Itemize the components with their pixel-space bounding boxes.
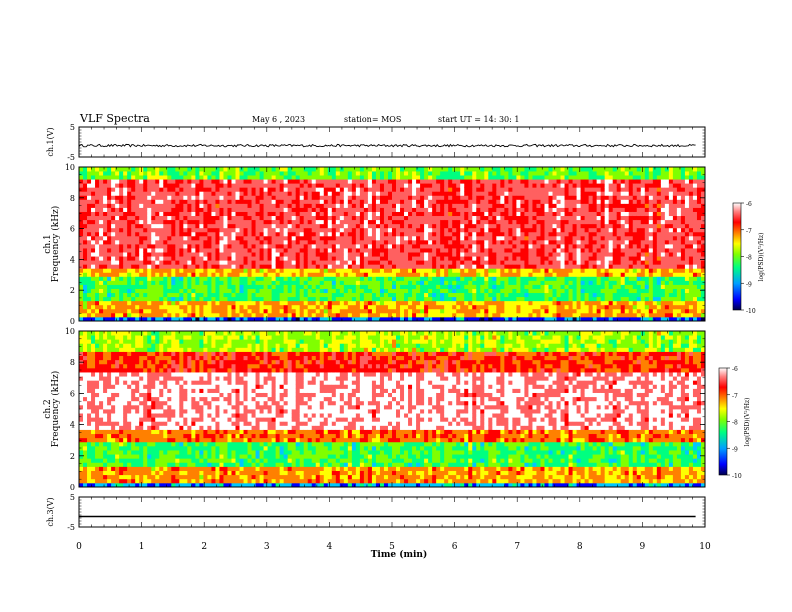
y-tick-label: 6 [70, 389, 75, 398]
colorbar-tick-label: -6 [732, 366, 738, 373]
ch2-colorbar: -6 -7 -8 -9 -10 log(PSD)(V²/Hz) [718, 366, 751, 480]
x-tick-label: 2 [201, 542, 207, 552]
ch3-waveform-panel: 5 -5 ch.3(V) [46, 493, 706, 532]
colorbar-tick-label: -6 [746, 201, 752, 208]
frequency-axis-label: Frequency (kHz) [50, 206, 61, 283]
y-tick-label: 10 [65, 327, 75, 336]
y-tick-label: 5 [70, 123, 75, 132]
ch1-colorbar: -6 -7 -8 -9 -10 log(PSD)(V²/Hz) [732, 201, 765, 315]
x-tick-label: 8 [577, 542, 583, 552]
recording-date: May 6 , 2023 [252, 115, 306, 124]
colorbar-tick-label: -9 [732, 446, 738, 453]
x-axis-label: Time (min) [371, 549, 428, 560]
colorbar-tick-label: -8 [746, 255, 752, 262]
time-axis: 0 1 2 3 4 5 6 7 8 9 10 Time (min) [76, 542, 711, 560]
x-tick-label: 6 [452, 542, 458, 552]
waveform-axis-label: ch.1(V) [46, 127, 55, 156]
x-tick-label: 1 [139, 542, 145, 552]
y-tick-label: 5 [70, 493, 75, 502]
y-tick-label: -5 [67, 523, 75, 532]
colorbar-tick-label: -8 [732, 420, 738, 427]
start-time-label: start UT = 14: 30: 1 [438, 115, 520, 124]
y-tick-label: 8 [70, 358, 75, 367]
y-tick-label: 2 [70, 286, 75, 295]
x-tick-label: 9 [640, 542, 646, 552]
colorbar-tick-label: -9 [746, 281, 752, 288]
ch1-colorbar-label: log(PSD)(V²/Hz) [758, 233, 765, 282]
spectrogram-image [79, 167, 706, 322]
y-tick-label: 8 [70, 194, 75, 203]
x-tick-label: 3 [264, 542, 270, 552]
colorbar-tick-label: -7 [732, 393, 738, 400]
y-tick-label: 4 [70, 255, 75, 264]
x-tick-label: 0 [76, 542, 82, 552]
colorbar-tick-label: -10 [732, 473, 742, 480]
ch2-colorbar-label: log(PSD)(V²/Hz) [744, 398, 751, 447]
y-tick-label: 2 [70, 452, 75, 461]
chart-title: VLF Spectra [80, 112, 150, 125]
y-tick-label: 4 [70, 421, 75, 430]
y-tick-label: 0 [70, 483, 75, 492]
waveform-line [78, 143, 696, 148]
channel-label: ch.2 [43, 399, 53, 418]
x-tick-label: 4 [327, 542, 333, 552]
y-tick-label: 10 [65, 163, 75, 172]
ch1-waveform-panel: 5 -5 ch.1(V) [46, 123, 706, 162]
frequency-axis-label: Frequency (kHz) [50, 371, 61, 448]
y-tick-label: -5 [67, 153, 75, 162]
colorbar-tick-label: -7 [746, 228, 752, 235]
x-tick-label: 10 [699, 542, 711, 552]
colorbar-tick-label: -10 [746, 308, 756, 315]
channel-label: ch.1 [43, 234, 53, 253]
station-label: station= MOS [344, 115, 402, 124]
y-tick-label: 0 [70, 317, 75, 326]
x-tick-label: 7 [514, 542, 520, 552]
spectrogram-image [79, 331, 706, 488]
x-tick-label: 5 [389, 542, 395, 552]
waveform-axis-label: ch.3(V) [46, 497, 55, 526]
y-tick-label: 6 [70, 225, 75, 234]
